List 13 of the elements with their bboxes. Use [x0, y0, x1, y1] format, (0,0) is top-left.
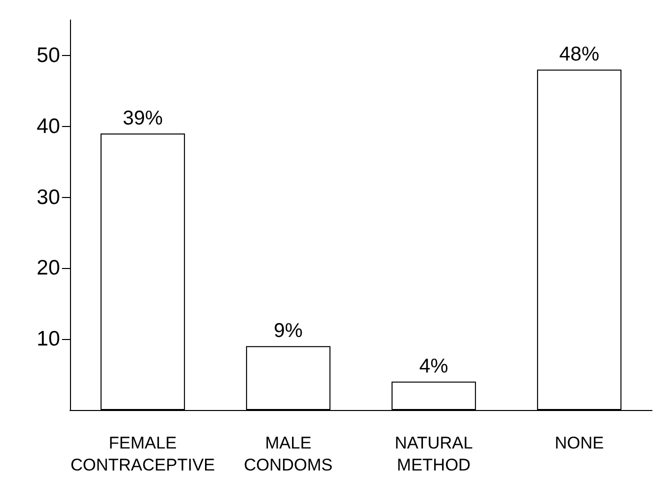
data-label: 9%	[274, 320, 303, 342]
data-label: 4%	[419, 356, 448, 378]
x-tick-label: MALE CONDOMS	[244, 434, 333, 474]
y-tick-label: 20	[36, 256, 60, 280]
data-label: 39%	[122, 107, 163, 130]
y-tick-label: 10	[36, 328, 60, 351]
x-tick-label: NONE	[554, 434, 604, 452]
x-tick-label: NATURAL METHOD	[394, 434, 473, 474]
y-tick-label: 50	[36, 44, 60, 67]
x-tick-label: FEMALE CONTRACEPTIVE	[70, 434, 216, 474]
y-tick-label: 40	[36, 114, 60, 138]
data-label: 48%	[559, 44, 600, 66]
y-tick-label: 30	[36, 186, 60, 209]
